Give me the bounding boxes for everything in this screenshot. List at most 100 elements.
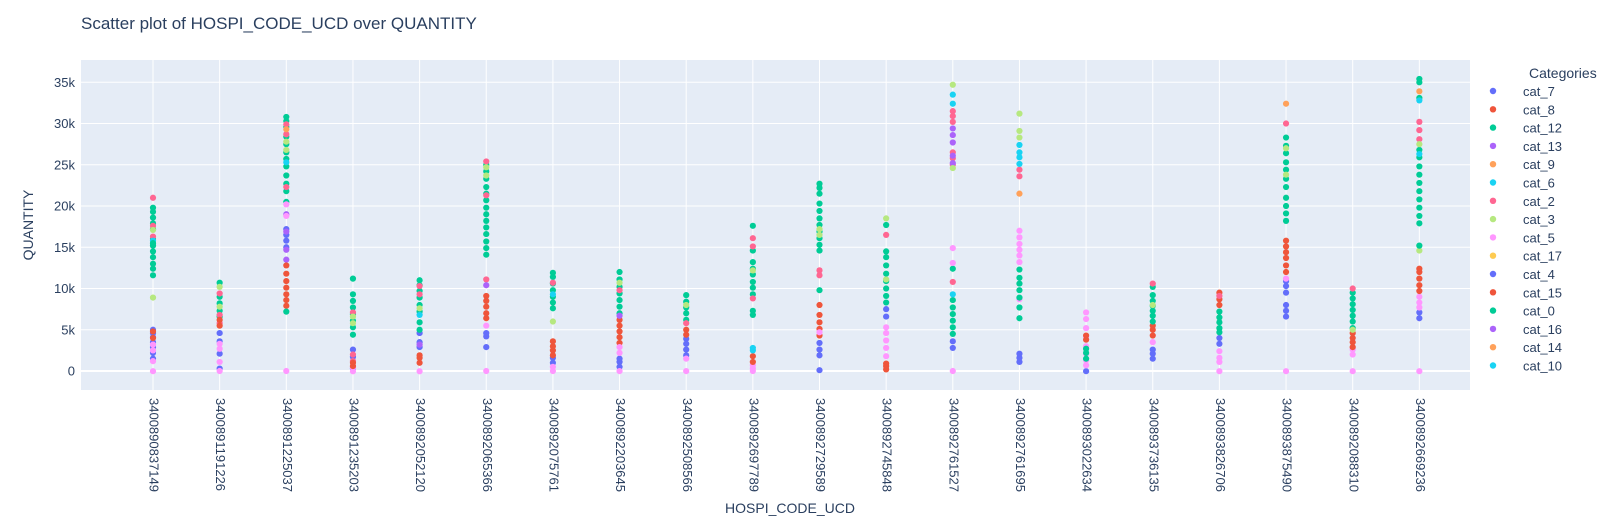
data-point-cat_12: [816, 180, 823, 187]
data-point-cat_7: [1083, 368, 1090, 375]
x-tick-label: 3400890837149: [147, 398, 162, 492]
legend-item-label[interactable]: cat_5: [1523, 230, 1555, 245]
data-point-cat_5: [149, 347, 157, 354]
legend-marker: [1489, 215, 1497, 223]
data-point-cat_5: [683, 368, 690, 375]
legend-item-label[interactable]: cat_4: [1523, 267, 1555, 282]
data-point-cat_2: [1416, 118, 1423, 125]
legend-item-label[interactable]: cat_9: [1523, 157, 1555, 172]
data-point-cat_15: [1416, 265, 1423, 272]
x-tick-label: 3400892761527: [946, 398, 961, 492]
legend-item-label[interactable]: cat_8: [1523, 102, 1555, 117]
data-point-cat_12: [749, 307, 756, 314]
data-point-cat_5: [349, 368, 357, 375]
data-point-cat_12: [883, 221, 890, 229]
legend-marker: [1489, 106, 1497, 113]
data-point-cat_2: [749, 295, 756, 302]
data-point-cat_7: [683, 346, 690, 353]
legend-marker: [1489, 325, 1497, 333]
data-point-cat_6: [949, 291, 956, 298]
data-point-cat_12: [483, 183, 490, 191]
data-point-cat_7: [949, 344, 956, 352]
data-point-cat_2: [1416, 127, 1423, 134]
legend-item-label[interactable]: cat_16: [1523, 322, 1562, 337]
data-point-cat_5: [949, 259, 956, 267]
data-point-cat_5: [1349, 351, 1356, 358]
data-point-cat_12: [149, 204, 157, 211]
data-point-cat_12: [1282, 150, 1290, 157]
data-point-cat_7: [949, 338, 956, 345]
data-point-cat_15: [549, 338, 557, 345]
x-tick-label: 3400893736135: [1146, 398, 1161, 492]
x-tick-label: 3400892075761: [546, 398, 561, 492]
legend-marker: [1489, 289, 1497, 296]
data-point-cat_12: [883, 270, 890, 277]
data-point-cat_13: [483, 282, 490, 289]
data-point-cat_3: [216, 303, 223, 310]
legend-item-label[interactable]: cat_7: [1523, 84, 1555, 99]
x-tick-label: 3400891225037: [280, 398, 295, 492]
legend-item-label[interactable]: cat_6: [1523, 176, 1555, 191]
data-point-cat_7: [883, 306, 890, 313]
x-tick-label: 3400891191226: [213, 398, 228, 491]
data-point-cat_3: [883, 215, 890, 222]
data-point-cat_3: [949, 164, 956, 172]
data-point-cat_12: [616, 268, 623, 276]
data-point-cat_2: [416, 282, 423, 290]
legend-item-label[interactable]: cat_13: [1523, 139, 1562, 154]
data-point-cat_12: [1149, 318, 1156, 325]
data-point-cat_12: [149, 265, 157, 272]
legend-item-label[interactable]: cat_3: [1523, 212, 1555, 227]
data-point-cat_3: [483, 164, 490, 171]
data-point-cat_3: [749, 267, 756, 274]
data-point-cat_5: [1416, 299, 1423, 306]
data-point-cat_15: [616, 334, 623, 341]
data-point-cat_2: [1416, 136, 1423, 143]
data-point-cat_12: [549, 305, 557, 312]
data-point-cat_2: [283, 131, 290, 138]
data-point-cat_12: [1416, 179, 1423, 187]
x-tick-label: 3400892745848: [880, 398, 895, 492]
legend-item-label[interactable]: cat_14: [1523, 340, 1562, 355]
data-point-cat_2: [283, 183, 290, 191]
data-point-cat_13: [949, 152, 956, 159]
data-point-cat_2: [1149, 280, 1156, 287]
legend-marker: [1489, 142, 1497, 150]
data-point-cat_12: [1083, 355, 1090, 362]
data-point-cat_5: [549, 367, 557, 375]
x-tick-label: 3400892052120: [413, 398, 428, 492]
data-point-cat_6: [416, 311, 423, 319]
data-point-cat_12: [949, 317, 956, 324]
data-point-cat_12: [883, 262, 890, 269]
x-tick-label: 3400892729589: [813, 398, 828, 492]
data-point-cat_15: [483, 303, 490, 310]
data-point-cat_12: [1149, 312, 1156, 319]
legend-item-label[interactable]: cat_0: [1523, 304, 1555, 319]
data-point-cat_12: [749, 284, 756, 291]
data-point-cat_9: [1016, 190, 1023, 197]
data-point-cat_15: [1416, 275, 1423, 282]
data-point-cat_7: [616, 355, 623, 362]
data-point-cat_5: [149, 341, 157, 348]
data-point-cat_12: [1282, 134, 1290, 141]
legend-item-label[interactable]: cat_2: [1523, 194, 1555, 209]
data-point-cat_12: [1416, 212, 1423, 220]
legend-item-label[interactable]: cat_12: [1523, 121, 1562, 136]
data-point-cat_2: [1282, 120, 1290, 127]
legend-item-label[interactable]: cat_17: [1523, 249, 1562, 264]
legend-marker: [1489, 270, 1497, 278]
data-point-cat_15: [1216, 301, 1223, 309]
legend-item-label[interactable]: cat_15: [1523, 285, 1562, 300]
y-tick-label: 25k: [54, 157, 75, 172]
data-point-cat_5: [149, 358, 157, 365]
data-point-cat_3: [349, 320, 357, 327]
x-tick-label: 3400892088310: [1346, 398, 1361, 492]
data-point-cat_13: [949, 160, 956, 167]
y-tick-label: 0: [68, 364, 75, 379]
legend-item-label[interactable]: cat_10: [1523, 359, 1562, 374]
data-point-cat_12: [483, 238, 490, 245]
data-point-cat_15: [616, 328, 623, 335]
data-point-cat_2: [549, 279, 557, 286]
y-tick-label: 35k: [54, 75, 75, 90]
y-axis-ticks: 0 5k 10k 15k 20k 25k 30k 35k: [54, 75, 75, 379]
